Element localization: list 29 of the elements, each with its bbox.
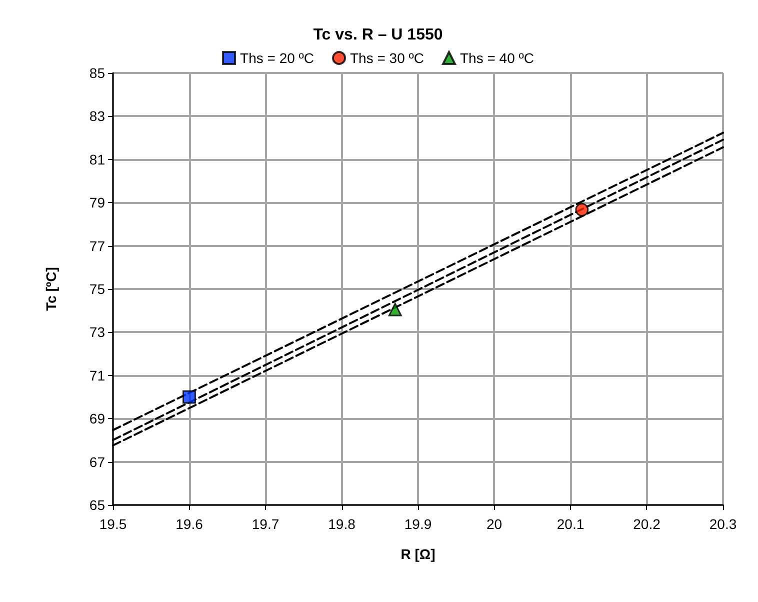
- y-tick-label: 75: [89, 281, 106, 297]
- x-tick-label: 19.6: [176, 516, 204, 532]
- x-tick-label: 19.8: [328, 516, 356, 532]
- y-tick-label: 71: [89, 367, 106, 384]
- point: [388, 302, 402, 316]
- y-tick-label: 65: [89, 497, 106, 513]
- legend-label: Ths = 30 ºC: [350, 50, 424, 66]
- x-tick-label: 20.3: [709, 516, 737, 532]
- x-tick-label: 19.5: [99, 516, 127, 532]
- x-tick-label: 20: [486, 516, 502, 532]
- y-tick-label: 79: [89, 194, 106, 211]
- x-tick-label: 20.1: [556, 516, 584, 532]
- y-tick-label: 67: [89, 454, 106, 470]
- y-tick-label: 73: [89, 324, 106, 340]
- y-axis-title: Tc [ºC]: [43, 267, 59, 311]
- chart-title: Tc vs. R – U 1550: [313, 26, 443, 44]
- x-tick-label: 19.9: [404, 516, 432, 532]
- x-tick-label: 20.2: [633, 516, 661, 532]
- y-tick-label: 85: [89, 65, 106, 81]
- y-tick-label: 83: [89, 108, 106, 124]
- x-tick-label: 19.7: [252, 516, 280, 532]
- y-tick-label: 69: [89, 410, 106, 427]
- point: [575, 202, 589, 216]
- y-tick-label: 81: [89, 151, 106, 168]
- legend-label: Ths = 40 ºC: [460, 50, 534, 66]
- x-axis-title: R [Ω]: [400, 546, 436, 562]
- point: [182, 390, 196, 404]
- legend-label: Ths = 20 ºC: [240, 50, 314, 66]
- y-tick-label: 77: [89, 238, 106, 254]
